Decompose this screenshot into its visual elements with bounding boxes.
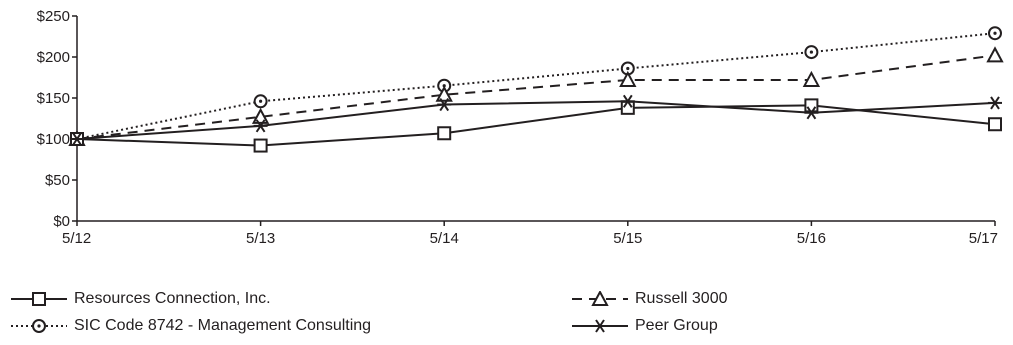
- data-point-asterisk-stroke: [72, 132, 82, 146]
- series-line: [76, 32, 996, 140]
- data-point-square: [437, 126, 452, 141]
- data-point-circle-dot: [809, 50, 814, 54]
- series-line: [76, 100, 996, 140]
- data-point-asterisk-stroke: [990, 96, 1000, 110]
- data-point-asterisk-stroke: [439, 98, 450, 112]
- series-circle: [76, 32, 996, 140]
- data-point-circle: [804, 45, 819, 60]
- y-tick-label: $50: [45, 172, 70, 189]
- series-triangle: [76, 54, 996, 140]
- data-point-square: [620, 100, 635, 115]
- series-markers-asterisk: [70, 94, 1002, 146]
- series-markers-circle: [70, 26, 1002, 146]
- y-tick-label: $250: [37, 8, 70, 25]
- data-point-circle: [620, 61, 635, 76]
- chart-series: [68, 26, 1004, 153]
- data-point-asterisk: [620, 94, 635, 108]
- data-point-asterisk: [70, 132, 84, 146]
- y-tick-label: $100: [37, 131, 70, 148]
- x-tick-label: 5/14: [430, 230, 459, 247]
- series-line: [76, 54, 996, 140]
- data-point-circle: [253, 94, 268, 109]
- data-point-triangle: [619, 70, 637, 87]
- data-point-square: [804, 98, 819, 113]
- x-tick-label: 5/16: [797, 230, 826, 247]
- data-point-asterisk: [437, 98, 452, 112]
- series-asterisk: [76, 100, 996, 140]
- data-point-square: [253, 138, 268, 153]
- data-point-square: [988, 117, 1002, 132]
- series-square: [76, 104, 996, 147]
- data-point-asterisk: [253, 119, 268, 133]
- data-point-triangle: [802, 70, 821, 87]
- y-tick-label: $150: [37, 90, 70, 107]
- data-point-asterisk: [804, 106, 819, 120]
- x-tick-label: 5/15: [613, 230, 642, 247]
- x-tick-label: 5/12: [62, 230, 91, 247]
- data-point-asterisk-stroke: [622, 94, 633, 108]
- data-point-triangle: [435, 85, 453, 102]
- y-tick-label: $0: [53, 213, 70, 230]
- y-tick-label: $200: [37, 49, 70, 66]
- x-tick-label: 5/17: [969, 230, 998, 247]
- data-point-circle-dot: [626, 66, 630, 71]
- data-point-circle-dot: [259, 99, 263, 103]
- x-tick-label: 5/13: [246, 230, 275, 247]
- data-point-asterisk-stroke: [806, 106, 817, 120]
- chart-axes: $0 $50 $100 $150 $200 $250 5/12 5/13 5/14 5/15 5/1…: [37, 8, 998, 247]
- series-line: [76, 104, 996, 147]
- data-point-triangle: [986, 46, 1004, 63]
- data-point-circle-dot: [993, 31, 997, 35]
- data-point-circle: [988, 26, 1002, 41]
- data-point-asterisk-stroke: [255, 119, 266, 133]
- data-point-asterisk: [988, 96, 1002, 110]
